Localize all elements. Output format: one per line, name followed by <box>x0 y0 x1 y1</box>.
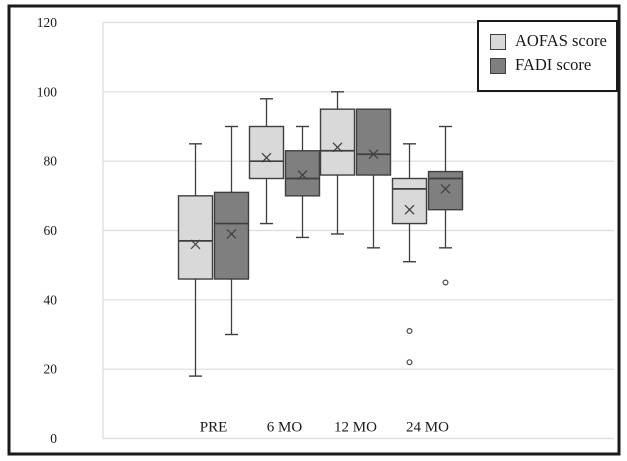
mean-marker <box>440 183 451 194</box>
iqr-box <box>213 191 250 280</box>
y-tick-label-20: 20 <box>44 362 58 377</box>
y-tick-label-40: 40 <box>44 292 58 307</box>
y-tick-label-120: 120 <box>37 15 58 30</box>
mean-marker <box>261 152 272 163</box>
legend: AOFAS score FADI score <box>477 20 618 92</box>
box-fadi-score-6-mo <box>284 125 321 239</box>
box-aofas-score-6-mo <box>248 98 285 225</box>
mean-marker <box>297 170 308 180</box>
box-aofas-score-24-mo <box>391 143 428 366</box>
fadi-swatch <box>490 57 506 74</box>
x-axis-labels: PRE 6 MO 12 MO 24 MO <box>200 420 449 436</box>
x-axis-label-pre: PRE <box>200 420 228 436</box>
iqr-box <box>391 177 428 225</box>
mean-marker <box>332 142 343 153</box>
iqr-box <box>248 125 285 180</box>
box-aofas-score-pre <box>177 143 214 377</box>
box-aofas-score-12-mo <box>319 91 356 235</box>
mean-marker <box>190 239 201 250</box>
x-axis-label-12-mo: 12 MO <box>334 420 377 436</box>
mean-marker <box>404 204 415 215</box>
mean-cross-stroke <box>368 149 379 160</box>
box-fadi-score-12-mo <box>355 108 392 249</box>
mean-cross-stroke <box>332 142 343 153</box>
y-tick-label-80: 80 <box>44 154 58 169</box>
mean-marker <box>226 229 237 239</box>
legend-label-aofas: AOFAS score <box>515 31 607 51</box>
legend-item-aofas: AOFAS score <box>490 30 616 53</box>
mean-cross-stroke <box>261 152 272 163</box>
aofas-swatch <box>490 33 506 50</box>
iqr-box <box>177 195 214 280</box>
legend-label-fadi: FADI score <box>515 55 592 75</box>
legend-item-fadi: FADI score <box>490 54 616 77</box>
x-axis-label-24-mo: 24 MO <box>406 420 449 436</box>
iqr-box <box>319 108 356 176</box>
iqr-box <box>355 108 392 176</box>
mean-cross-stroke <box>190 239 201 250</box>
y-tick-label-0: 0 <box>50 431 57 446</box>
mean-cross-stroke <box>440 183 451 194</box>
x-axis-label-6-mo: 6 MO <box>267 420 303 436</box>
y-tick-label-100: 100 <box>37 84 58 99</box>
y-axis-labels: 0 20 40 60 80 100 120 <box>37 15 58 446</box>
mean-cross-stroke <box>297 170 308 180</box>
y-tick-label-60: 60 <box>44 223 58 238</box>
iqr-box <box>427 170 464 211</box>
outlier-point <box>406 328 413 335</box>
mean-cross-stroke <box>226 229 237 239</box>
iqr-box <box>284 150 321 197</box>
outlier-point <box>442 279 449 286</box>
box-fadi-score-pre <box>213 125 250 336</box>
mean-marker <box>368 149 379 160</box>
figure-border <box>7 4 621 456</box>
box-fadi-score-24-mo <box>427 125 464 286</box>
mean-cross-stroke <box>404 204 415 215</box>
outlier-point <box>406 359 413 366</box>
